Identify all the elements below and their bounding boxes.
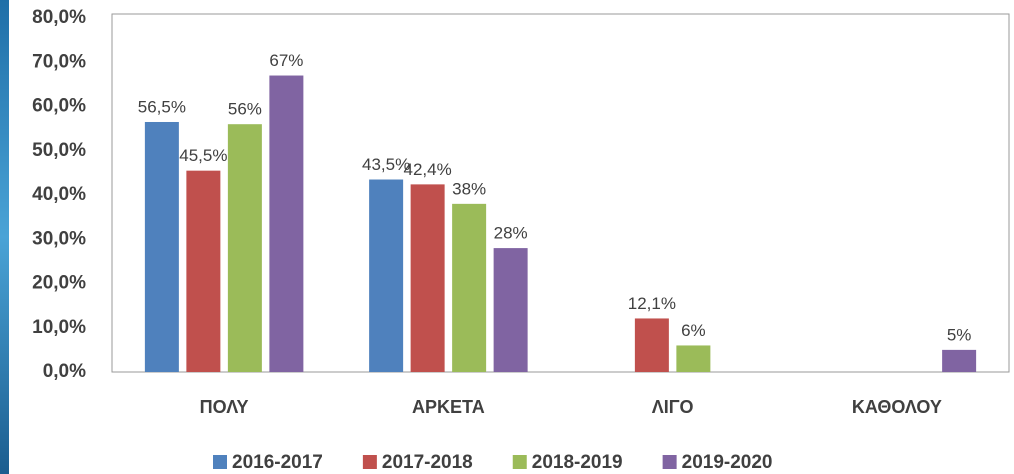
- bar: [410, 184, 445, 372]
- bar: [269, 75, 304, 373]
- bar: [144, 121, 179, 372]
- data-label: 67%: [269, 51, 303, 70]
- bar: [369, 179, 404, 372]
- bar: [942, 349, 977, 372]
- legend-swatch: [362, 455, 377, 469]
- legend-label: 2016-2017: [232, 452, 323, 473]
- y-tick-label: 0,0%: [43, 361, 86, 382]
- data-label: 42,4%: [404, 160, 452, 179]
- bar: [634, 318, 669, 372]
- data-label: 6%: [681, 321, 706, 340]
- data-label: 56,5%: [138, 97, 186, 116]
- x-tick-label: ΠΟΛΥ: [200, 397, 249, 417]
- data-label: 12,1%: [628, 294, 676, 313]
- y-tick-label: 60,0%: [32, 96, 86, 117]
- data-label: 28%: [494, 224, 528, 243]
- bar: [493, 248, 528, 372]
- data-label: 45,5%: [179, 146, 227, 165]
- legend-label: 2018-2019: [532, 452, 623, 473]
- x-tick-label: ΛΙΓΟ: [652, 397, 694, 417]
- legend-swatch: [213, 455, 227, 469]
- y-tick-label: 70,0%: [32, 51, 86, 72]
- legend-swatch: [662, 455, 677, 469]
- y-tick-label: 40,0%: [32, 184, 86, 205]
- data-label: 43,5%: [362, 155, 410, 174]
- x-tick-label: ΚΑΘΟΛΟΥ: [852, 397, 942, 417]
- y-tick-label: 10,0%: [32, 317, 86, 338]
- data-label: 56%: [228, 100, 262, 119]
- bar: [676, 345, 711, 372]
- y-tick-label: 30,0%: [32, 228, 86, 249]
- y-tick-label: 50,0%: [32, 140, 86, 161]
- bar: [186, 170, 221, 372]
- data-label: 38%: [452, 179, 486, 198]
- data-label: 5%: [947, 325, 972, 344]
- y-tick-label: 80,0%: [32, 7, 86, 28]
- legend-swatch: [512, 455, 527, 469]
- legend-label: 2019-2020: [682, 452, 773, 473]
- decor-strip: [0, 0, 9, 474]
- bar: [227, 124, 262, 372]
- bar: [452, 203, 487, 372]
- x-tick-label: ΑΡΚΕΤΑ: [412, 397, 485, 417]
- legend-label: 2017-2018: [382, 452, 473, 473]
- plot-frame: [111, 13, 1010, 373]
- y-tick-label: 20,0%: [32, 273, 86, 294]
